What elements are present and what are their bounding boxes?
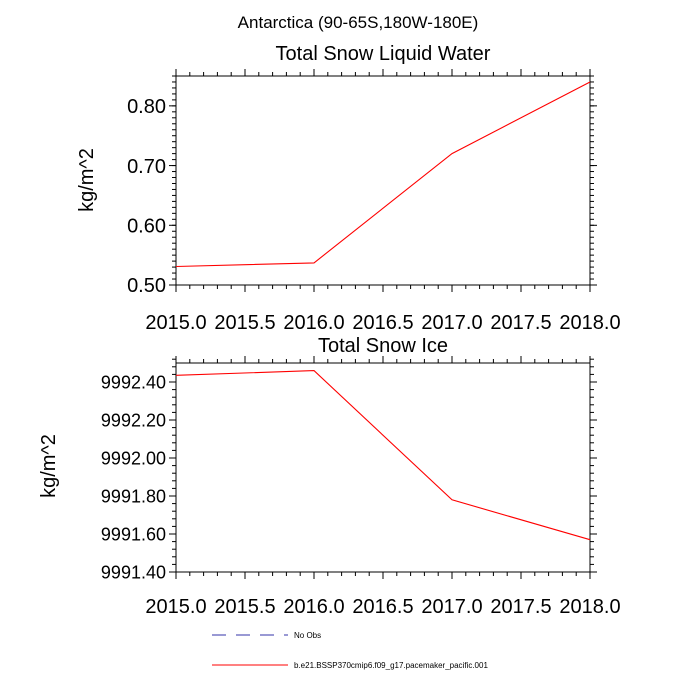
y-tick-label: 9991.60 [101,524,166,544]
y-axis-label: kg/m^2 [76,148,98,212]
x-tick-label: 2015.5 [214,596,275,618]
plot-frame [175,362,591,573]
y-axis-label: kg/m^2 [38,434,60,498]
y-tick-label: 0.70 [127,156,166,178]
y-tick-label: 9992.20 [101,410,166,430]
y-tick-label: 9992.00 [101,448,166,468]
series-line [175,370,591,541]
plot-frame [175,75,591,286]
legend: No Obs b.e21.BSSP370cmip6.f09_g17.pacema… [212,631,488,670]
chart-panel-snow-liquid-water: Total Snow Liquid Water kg/m^2 2015.0 201… [76,43,621,334]
x-tick-label: 2015.0 [145,596,206,618]
y-tick-label: 9992.40 [101,372,166,392]
x-tick-label: 2016.0 [283,312,344,334]
figure-suptitle: Antarctica (90-65S,180W-180E) [238,13,479,32]
x-tick-label: 2017.0 [421,596,482,618]
series-line [175,81,591,268]
x-tick-label: 2016.5 [352,312,413,334]
x-tick-label: 2017.5 [490,312,551,334]
x-tick-label: 2016.0 [283,596,344,618]
y-tick-label: 0.60 [127,215,166,237]
x-tick-label: 2015.0 [145,312,206,334]
x-tick-label: 2017.5 [490,596,551,618]
chart-panel-snow-ice: Total Snow Ice kg/m^2 2015.0 2015.5 2016.0… [38,335,621,618]
y-tick-label: 9991.40 [101,562,166,582]
x-tick-label: 2015.5 [214,312,275,334]
chart-title: Total Snow Liquid Water [276,43,491,65]
x-tick-label: 2018.0 [559,596,620,618]
chart-title: Total Snow Ice [318,335,448,357]
legend-label-no-obs: No Obs [294,631,321,640]
y-tick-label: 0.80 [127,96,166,118]
legend-label-model: b.e21.BSSP370cmip6.f09_g17.pacemaker_pac… [294,661,488,670]
x-tick-label: 2018.0 [559,312,620,334]
x-tick-label: 2017.0 [421,312,482,334]
y-tick-label: 9991.80 [101,486,166,506]
x-tick-label: 2016.5 [352,596,413,618]
y-tick-label: 0.50 [127,275,166,297]
